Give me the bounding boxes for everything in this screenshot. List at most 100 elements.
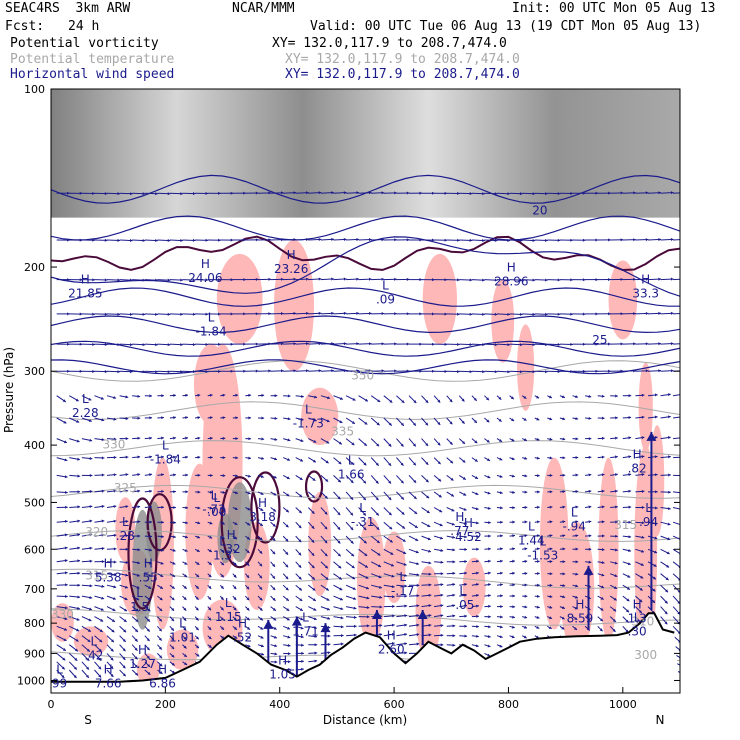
wind-vector-head — [196, 561, 200, 565]
pv-shade-18 — [517, 324, 535, 411]
pv-extremum-value: 28.96 — [494, 275, 528, 289]
wind-vector-head — [117, 238, 120, 242]
wind-vector-head — [628, 394, 632, 398]
wind-isotach-4 — [51, 315, 680, 334]
wind-vector-head — [77, 533, 80, 537]
wind-vector-head — [519, 239, 523, 242]
wind-vector-head — [167, 192, 171, 196]
wind-vector-head — [640, 563, 644, 566]
wind-vector-head — [318, 191, 322, 195]
wind-vector-head — [464, 521, 467, 525]
pv-extremum-value: 99 — [52, 677, 67, 691]
wind-vector-head — [403, 562, 407, 566]
wind-vector-head — [641, 521, 645, 525]
wind-vector-head — [402, 539, 406, 542]
pv-extremum-value: -1.84 — [150, 453, 181, 467]
wind-vector-head — [463, 507, 467, 511]
wind-vector-head — [462, 441, 465, 444]
pv-contour-4 — [304, 470, 324, 503]
wind-vector-head — [122, 648, 126, 652]
wind-vector-head — [658, 238, 661, 242]
wind-vector-head — [171, 654, 175, 658]
wind-vector-head — [205, 238, 209, 242]
wind-vector-head — [195, 585, 199, 589]
pv-shade-12 — [308, 491, 332, 597]
wind-vector-head — [620, 369, 624, 373]
pv-extremum-value: .42 — [84, 648, 103, 662]
wind-vector-head — [633, 277, 636, 281]
wind-vector-head — [588, 505, 592, 509]
wind-vector-head — [184, 535, 188, 539]
wind-vector-head — [394, 191, 397, 195]
wind-vector-head — [612, 619, 616, 622]
wind-vector-head — [161, 505, 164, 509]
wind-vector-head — [381, 191, 385, 195]
wind-vector-head — [218, 238, 221, 242]
wind-vector-head — [394, 312, 397, 316]
wind-vector-head — [183, 585, 187, 589]
wind-vector-head — [537, 572, 540, 576]
wind-vector-head — [343, 311, 347, 315]
wind-vector-head — [287, 635, 291, 639]
wind-vector-head — [351, 553, 354, 557]
wind-vector-head — [101, 473, 105, 477]
wind-vector-head — [549, 605, 553, 609]
wind-vector-head — [248, 456, 251, 460]
wind-vector-head — [222, 436, 226, 440]
wind-vector-head — [167, 343, 171, 347]
wind-vector-head — [389, 539, 393, 543]
wind-vector-head — [149, 505, 152, 509]
wind-vector-head — [381, 277, 385, 281]
pv-extremum-value: 5.38 — [95, 571, 122, 585]
wind-vector-head — [549, 473, 553, 477]
wind-vector-head — [476, 583, 479, 586]
wind-vector-head — [475, 492, 479, 495]
isentrope-label: 350 — [351, 369, 374, 383]
wind-vector-head — [298, 539, 302, 543]
wind-vector-head — [259, 550, 263, 554]
pv-shade-6 — [216, 253, 263, 345]
wind-vector-head — [197, 535, 200, 539]
wind-vector-head — [117, 312, 120, 316]
wind-vector-head — [562, 456, 566, 460]
wind-vector-head — [327, 616, 331, 620]
wind-vector-head — [312, 598, 316, 601]
wind-vector-head — [180, 312, 183, 316]
wind-vector-head — [243, 278, 246, 282]
wind-vector-head — [272, 563, 275, 567]
wind-vector-head — [404, 584, 408, 588]
wind-vector-head — [160, 548, 164, 552]
wind-vector-head — [413, 400, 417, 403]
wind-vector-head — [536, 534, 540, 538]
wind-vector-head — [588, 560, 592, 564]
wind-vector-head — [595, 342, 599, 346]
wind-vector-head — [575, 437, 579, 441]
wind-vector-head — [419, 238, 422, 242]
wind-vector-head — [149, 520, 152, 524]
wind-vector-head — [570, 369, 573, 373]
wind-vector-head — [536, 437, 540, 441]
pv-shade-29 — [608, 260, 638, 340]
wind-vector-head — [512, 547, 515, 551]
wind-vector-head — [575, 456, 579, 460]
wind-vector-head — [500, 615, 503, 619]
wind-vector-head — [615, 520, 618, 524]
updraft-arrow-head-0 — [291, 616, 302, 626]
wind-vector-head — [628, 473, 632, 477]
wind-vector-head — [337, 526, 341, 530]
pv-extremum-mark: L — [136, 586, 143, 600]
wind-vector-head — [64, 606, 68, 610]
wind-vector-head — [641, 415, 645, 419]
pv-extremum-mark: H — [104, 557, 113, 571]
wind-vector-head — [331, 237, 334, 241]
wind-vector-head — [428, 549, 431, 553]
wind-vector-head — [684, 342, 687, 345]
wind-vector-head — [476, 604, 479, 608]
wind-vector-head — [404, 594, 408, 598]
init-time: Init: 00 UTC Mon 05 Aug 13 — [512, 1, 716, 16]
wind-vector-head — [487, 458, 490, 461]
wind-vector-head — [654, 415, 658, 419]
wind-vector-head — [208, 627, 212, 630]
pv-extremum-mark: L — [162, 439, 169, 453]
wind-vector-head — [498, 396, 502, 400]
